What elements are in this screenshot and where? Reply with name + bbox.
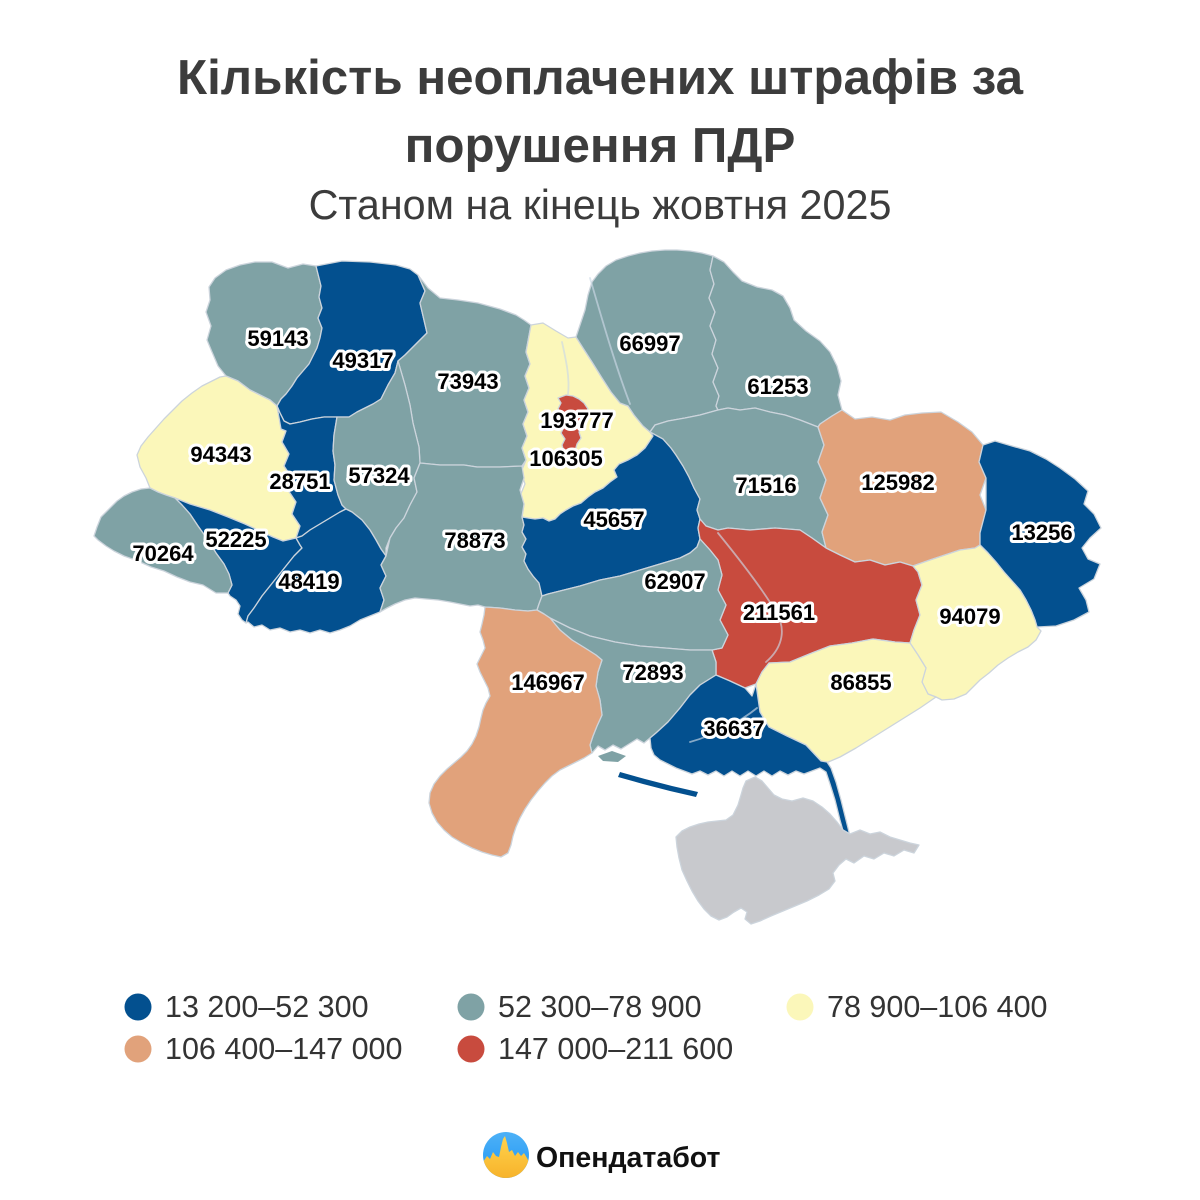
svg-text:57324: 57324 — [348, 463, 410, 488]
svg-text:28751: 28751 — [269, 469, 330, 494]
svg-text:70264: 70264 — [132, 541, 194, 566]
svg-text:59143: 59143 — [247, 326, 308, 351]
svg-text:Опендатабот: Опендатабот — [536, 1142, 720, 1174]
svg-text:порушення ПДР: порушення ПДР — [405, 118, 796, 173]
svg-text:146967: 146967 — [511, 670, 584, 695]
svg-text:66997: 66997 — [619, 331, 680, 356]
svg-text:49317: 49317 — [332, 348, 393, 373]
svg-text:78873: 78873 — [444, 528, 505, 553]
svg-text:147 000–211 600: 147 000–211 600 — [498, 1032, 733, 1066]
svg-text:52225: 52225 — [205, 527, 266, 552]
svg-text:106 400–147 000: 106 400–147 000 — [165, 1032, 402, 1066]
svg-text:Кількість неоплачених штрафів: Кількість неоплачених штрафів за — [177, 50, 1024, 105]
svg-text:Станом на кінець жовтня 2025: Станом на кінець жовтня 2025 — [309, 182, 892, 228]
svg-text:106305: 106305 — [529, 446, 602, 471]
svg-text:193777: 193777 — [540, 408, 613, 433]
svg-text:36637: 36637 — [703, 716, 764, 741]
svg-text:71516: 71516 — [735, 473, 796, 498]
svg-text:45657: 45657 — [583, 507, 644, 532]
svg-text:86855: 86855 — [830, 670, 891, 695]
svg-text:13 200–52 300: 13 200–52 300 — [165, 990, 369, 1024]
svg-text:13256: 13256 — [1011, 520, 1072, 545]
svg-text:73943: 73943 — [437, 369, 498, 394]
svg-text:48419: 48419 — [278, 569, 339, 594]
svg-text:52 300–78 900: 52 300–78 900 — [498, 990, 702, 1024]
svg-text:62907: 62907 — [644, 569, 705, 594]
svg-text:94079: 94079 — [939, 604, 1000, 629]
svg-text:61253: 61253 — [747, 374, 808, 399]
svg-text:94343: 94343 — [190, 442, 251, 467]
svg-text:72893: 72893 — [622, 660, 683, 685]
svg-text:78 900–106 400: 78 900–106 400 — [827, 990, 1048, 1024]
svg-text:211561: 211561 — [743, 600, 815, 625]
svg-text:125982: 125982 — [861, 470, 934, 495]
